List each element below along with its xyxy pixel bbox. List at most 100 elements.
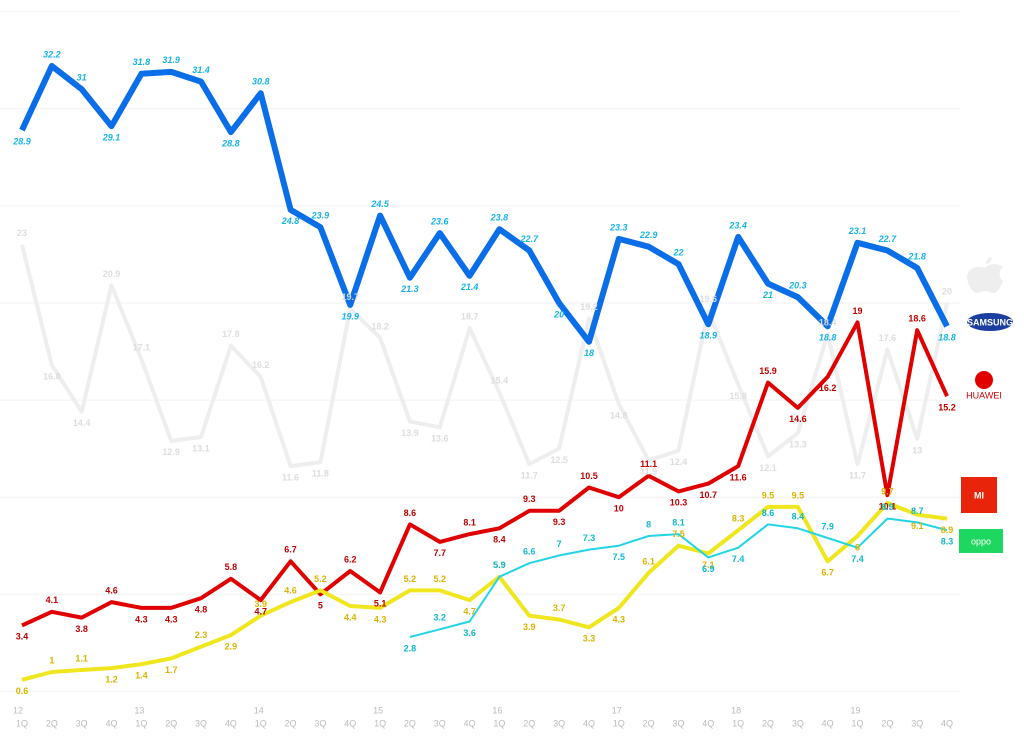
data-label: 18 — [584, 348, 594, 358]
data-label: 23.8 — [490, 213, 509, 223]
data-label: 12.5 — [550, 455, 568, 465]
data-label: 8 — [855, 542, 860, 552]
data-label: 9.3 — [553, 517, 566, 527]
data-label: 22.7 — [520, 234, 540, 244]
data-label: 8.7 — [911, 506, 924, 516]
x-tick-label: 3Q — [792, 718, 804, 728]
data-label: 5.1 — [374, 599, 387, 609]
data-label: 18.8 — [938, 333, 956, 343]
x-tick-label: 4Q — [225, 718, 237, 728]
x-tick-label: 2Q — [285, 718, 297, 728]
data-label: 28.8 — [221, 138, 240, 148]
data-label: 9.3 — [523, 494, 536, 504]
data-label: 17.6 — [879, 333, 897, 343]
data-label: 20 — [553, 309, 564, 319]
data-label: 15.8 — [729, 391, 747, 401]
x-tick-label: 3Q — [195, 718, 207, 728]
data-label: 24.8 — [281, 216, 300, 226]
x-tick-label: 3Q — [314, 718, 326, 728]
data-label: 8.9 — [941, 525, 954, 535]
data-label: 15.9 — [759, 366, 777, 376]
legend-label: SAMSUNG — [967, 317, 1013, 327]
x-tick-label: 1Q — [16, 718, 28, 728]
data-label: 6.2 — [344, 554, 357, 564]
x-tick-label: 3Q — [553, 718, 565, 728]
data-label: 19.6 — [700, 294, 718, 304]
x-tick-label: 4Q — [702, 718, 714, 728]
data-label: 16.2 — [819, 383, 837, 393]
x-tick-label: 2Q — [404, 718, 416, 728]
data-label: 5.9 — [493, 560, 506, 570]
data-label: 10.7 — [700, 490, 718, 500]
data-label: 5.8 — [225, 562, 238, 572]
legend-label: MI — [974, 490, 984, 500]
data-label: 4.7 — [254, 606, 267, 616]
data-label: 8.6 — [762, 508, 775, 518]
data-label: 19.7 — [341, 292, 359, 302]
data-label: 4.1 — [46, 595, 59, 605]
year-label: 17 — [612, 705, 622, 715]
year-label: 16 — [492, 705, 502, 715]
data-label: 12.4 — [670, 457, 688, 467]
series-line — [409, 517, 948, 638]
data-label: 7.9 — [821, 521, 834, 531]
data-label: 14.8 — [610, 410, 628, 420]
data-label: 5.9 — [493, 560, 506, 570]
data-label: 2.3 — [195, 630, 208, 640]
data-label: 22.9 — [639, 230, 658, 240]
x-tick-label: 3Q — [76, 718, 88, 728]
data-label: 4.3 — [613, 614, 626, 624]
year-label: 14 — [254, 705, 264, 715]
data-label: 20.3 — [788, 281, 807, 291]
data-label: 4.7 — [463, 606, 476, 616]
data-label: 9.1 — [911, 521, 924, 531]
data-label: 28.9 — [12, 136, 31, 146]
year-label: 13 — [134, 705, 144, 715]
series-line — [21, 501, 948, 682]
data-label: 29.1 — [102, 133, 121, 143]
data-label: 31 — [77, 73, 87, 83]
data-label: 14.4 — [73, 418, 91, 428]
x-tick-label: 2Q — [643, 718, 655, 728]
data-label: 18.2 — [371, 321, 389, 331]
data-label: 3.3 — [583, 634, 596, 644]
x-tick-label: 4Q — [344, 718, 356, 728]
data-label: 3.6 — [463, 628, 476, 638]
data-label: 5.2 — [404, 574, 417, 584]
data-label: 9.7 — [881, 486, 894, 496]
data-label: 13.9 — [401, 428, 419, 438]
data-label: 15.2 — [938, 403, 956, 413]
x-tick-label: 3Q — [672, 718, 684, 728]
data-label: 7.3 — [583, 533, 596, 543]
legend-label: HUAWEI — [966, 390, 1002, 400]
data-label: 17.8 — [222, 329, 240, 339]
data-label: 4.6 — [284, 585, 297, 595]
series-line — [20, 244, 949, 469]
x-tick-label: 2Q — [523, 718, 535, 728]
x-tick-label: 2Q — [165, 718, 177, 728]
data-label: 7.5 — [672, 529, 685, 539]
series-line — [19, 63, 950, 345]
data-label: 8.6 — [404, 508, 417, 518]
data-label: 7.4 — [732, 554, 745, 564]
x-tick-label: 2Q — [762, 718, 774, 728]
data-label: 8.4 — [792, 512, 805, 522]
data-label: 12.9 — [162, 447, 180, 457]
data-label: 7.4 — [851, 554, 864, 564]
data-label: 3.7 — [553, 603, 566, 613]
x-tick-label: 3Q — [434, 718, 446, 728]
data-label: 16.2 — [252, 360, 270, 370]
data-label: 1.2 — [105, 674, 118, 684]
data-label: 11.7 — [849, 471, 866, 481]
data-label: 4.8 — [195, 605, 208, 615]
data-label: 3.9 — [523, 622, 536, 632]
apple-logo — [967, 257, 1003, 293]
data-label: 9.5 — [792, 490, 805, 500]
data-label: 23.4 — [728, 220, 747, 230]
data-label: 6.6 — [523, 547, 536, 557]
data-label: 0.6 — [16, 686, 29, 696]
data-label: 16.8 — [43, 371, 61, 381]
x-tick-label: 1Q — [852, 718, 864, 728]
year-label: 19 — [851, 705, 861, 715]
x-tick-label: 4Q — [822, 718, 834, 728]
